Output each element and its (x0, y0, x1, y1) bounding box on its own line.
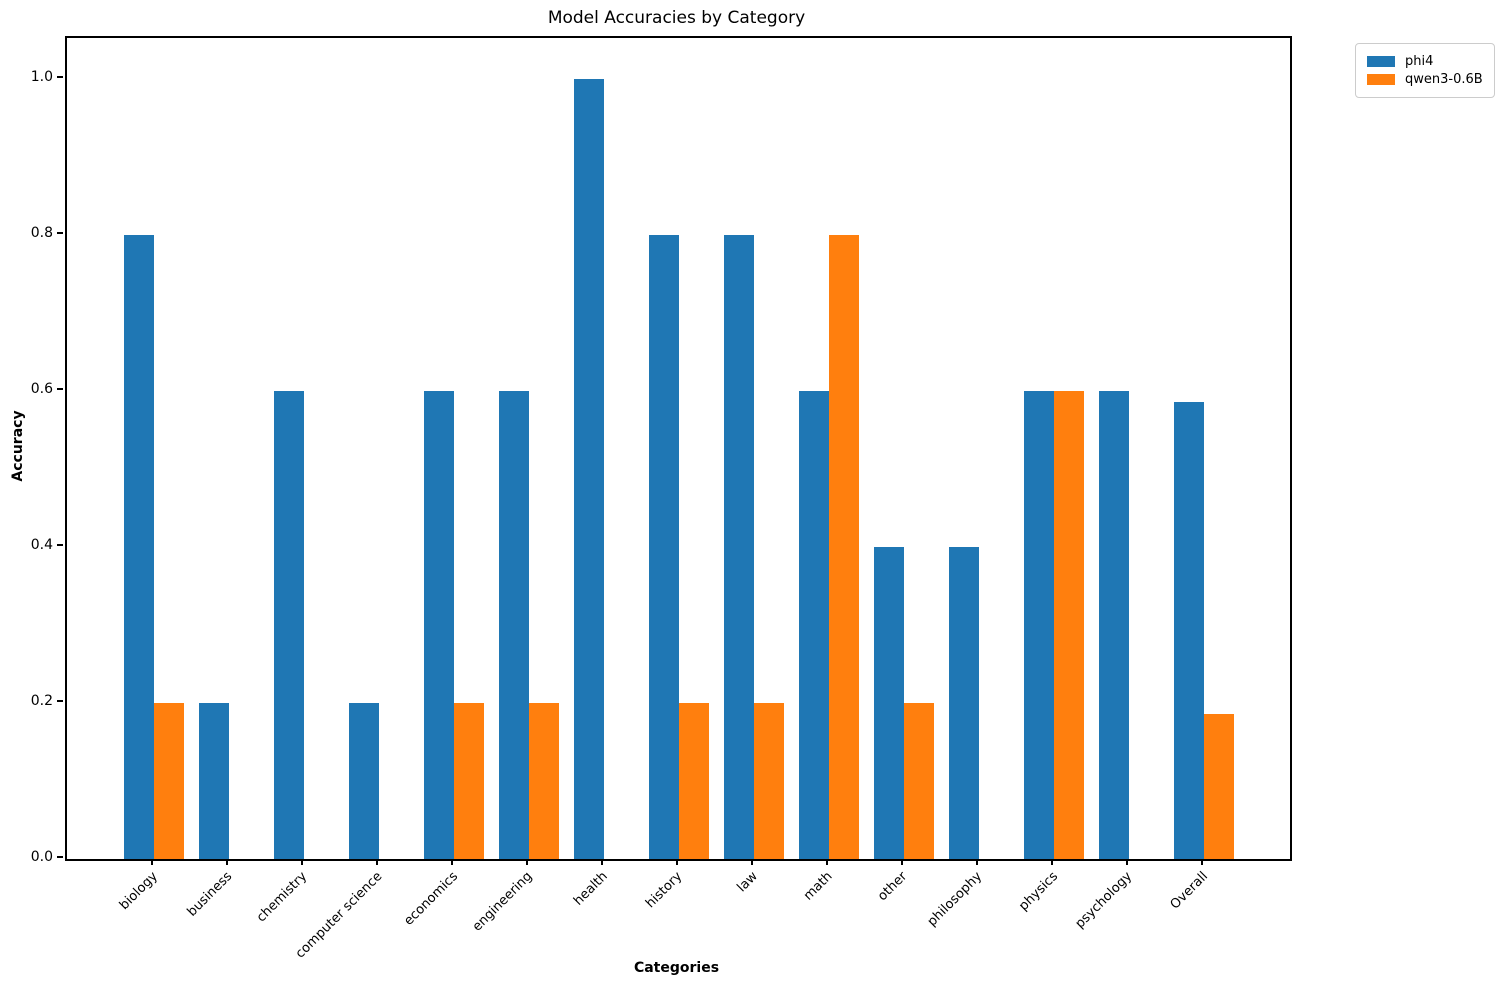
y-tick-label-0.6: 0.6 (30, 381, 53, 398)
x-tick-mark-law (751, 859, 753, 865)
x-tick-label-economics: economics (400, 869, 461, 929)
x-tick-mark-computer-science (376, 859, 378, 865)
x-tick-mark-other (901, 859, 903, 865)
x-tick-label-health: health (570, 869, 611, 909)
y-tick-label-0.2: 0.2 (30, 693, 53, 709)
y-tick-mark-0.0 (57, 856, 63, 858)
legend-label-phi4: phi4 (1405, 54, 1434, 69)
x-tick-label-engineering: engineering (469, 869, 536, 935)
x-tick-mark-economics (451, 859, 453, 865)
bar-phi4-engineering (499, 391, 529, 859)
bar-phi4-Overall (1174, 402, 1204, 859)
y-tick-mark-0.4 (57, 544, 63, 546)
y-tick-label-0.4: 0.4 (30, 537, 53, 553)
x-tick-mark-history (676, 859, 678, 865)
bar-phi4-math (799, 391, 829, 859)
y-tick-mark-1.0 (57, 76, 63, 79)
x-tick-label-other: other (875, 869, 911, 905)
x-tick-mark-engineering (526, 859, 528, 865)
x-tick-mark-math (826, 859, 828, 865)
bar-qwen3-0.6B-economics (454, 703, 484, 859)
bar-phi4-other (874, 547, 904, 859)
x-tick-mark-health (601, 859, 603, 865)
bar-phi4-law (724, 235, 754, 859)
x-tick-mark-biology (151, 859, 153, 865)
y-tick-label-0.8: 0.8 (30, 225, 53, 242)
bar-qwen3-0.6B-Overall (1204, 714, 1234, 859)
x-tick-label-philosophy: philosophy (925, 869, 986, 930)
x-tick-label-history: history (643, 869, 686, 912)
x-axis-label: Categories (633, 960, 720, 976)
y-tick-mark-0.8 (57, 232, 63, 235)
y-tick-mark-0.2 (57, 700, 63, 702)
x-tick-mark-business (226, 859, 228, 865)
x-tick-label-law: law (734, 869, 761, 896)
bar-phi4-physics (1024, 391, 1054, 859)
bar-qwen3-0.6B-biology (154, 703, 184, 859)
y-axis-label: Accuracy (10, 410, 26, 482)
bar-phi4-business (199, 703, 229, 859)
bar-qwen3-0.6B-history (679, 703, 709, 859)
x-tick-label-computer-science: computer science (293, 869, 386, 962)
x-tick-label-business: business (184, 869, 236, 920)
legend: phi4 qwen3-0.6B (1355, 43, 1495, 98)
x-tick-label-chemistry: chemistry (254, 869, 311, 926)
x-tick-mark-chemistry (301, 859, 303, 865)
bar-phi4-economics (424, 391, 454, 859)
legend-swatch-qwen3-0.6B (1367, 74, 1395, 85)
bar-qwen3-0.6B-law (754, 703, 784, 859)
x-tick-label-psychology: psychology (1072, 869, 1136, 932)
bar-qwen3-0.6B-engineering (529, 703, 559, 859)
bar-phi4-health (574, 79, 604, 859)
y-tick-label-0.0: 0.0 (30, 849, 53, 865)
bar-phi4-philosophy (949, 547, 979, 859)
legend-swatch-phi4 (1367, 56, 1395, 67)
x-tick-label-biology: biology (116, 869, 161, 914)
bar-phi4-computer-science (349, 703, 379, 859)
bar-phi4-chemistry (274, 391, 304, 859)
y-tick-label-1.0: 1.0 (30, 69, 53, 86)
legend-row-qwen3-0.6B: qwen3-0.6B (1367, 72, 1483, 87)
legend-row-phi4: phi4 (1367, 54, 1483, 69)
bar-qwen3-0.6B-other (904, 703, 934, 859)
x-tick-label-Overall: Overall (1167, 869, 1211, 913)
bar-qwen3-0.6B-physics (1054, 391, 1084, 859)
x-tick-mark-Overall (1201, 859, 1203, 865)
x-tick-label-math: math (800, 869, 836, 904)
bar-phi4-history (649, 235, 679, 859)
x-tick-mark-philosophy (976, 859, 978, 865)
bar-qwen3-0.6B-math (829, 235, 859, 859)
x-tick-mark-physics (1051, 859, 1053, 865)
bar-phi4-biology (124, 235, 154, 859)
chart-title: Model Accuracies by Category (547, 8, 806, 28)
bar-phi4-psychology (1099, 391, 1129, 859)
y-tick-mark-0.6 (57, 388, 63, 391)
plot-area (65, 36, 1292, 861)
legend-label-qwen3-0.6B: qwen3-0.6B (1405, 72, 1483, 87)
x-tick-label-physics: physics (1015, 869, 1061, 914)
x-tick-mark-psychology (1126, 859, 1128, 865)
